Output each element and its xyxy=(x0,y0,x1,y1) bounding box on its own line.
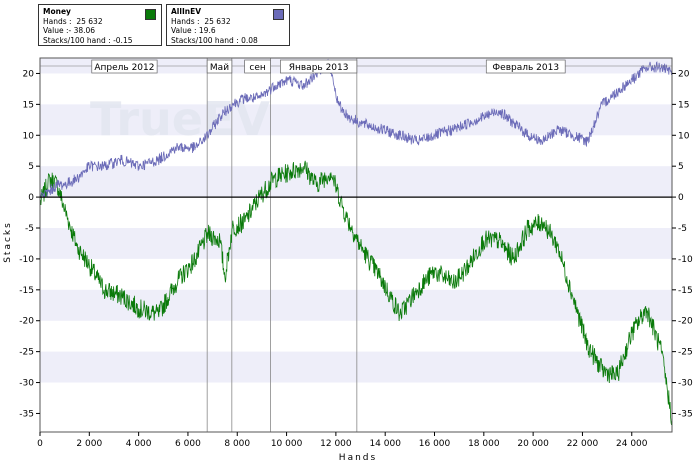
x-axis-title: Hands xyxy=(339,453,377,463)
legend-money-rate-label: Stacks/100 hand : xyxy=(43,35,111,45)
y-tick-label-right: 15 xyxy=(678,100,689,110)
y-tick-label-right: -10 xyxy=(678,255,693,265)
y-tick-label-right: -15 xyxy=(678,286,693,296)
y-tick-label-left: -10 xyxy=(19,255,34,265)
plot-border xyxy=(39,57,673,433)
series-line-money xyxy=(39,160,673,425)
x-tick-label: 0 xyxy=(37,439,43,449)
y-tick-label-left: -25 xyxy=(19,348,34,358)
legend-money: Money Hands : 25 632 Value :- 38.06 Stac… xyxy=(38,4,162,46)
legend-allinev-hands: 25 632 xyxy=(204,16,231,26)
period-label: Апрель 2012 xyxy=(94,63,154,73)
period-label: Февраль 2013 xyxy=(492,63,559,73)
x-tick-label: 14 000 xyxy=(369,439,401,449)
x-tick-label: 12 000 xyxy=(320,439,352,449)
legend-money-swatch xyxy=(145,9,156,20)
y-tick-label-right: 20 xyxy=(678,69,690,79)
y-tick-label-left: 10 xyxy=(23,131,35,141)
x-tick-label: 20 000 xyxy=(517,439,549,449)
period-label-box xyxy=(244,59,271,74)
legend-allinev-title: AllInEV xyxy=(171,7,202,16)
y-tick-label-right: 5 xyxy=(678,162,684,172)
y-tick-label-right: -20 xyxy=(678,317,693,327)
legend-allinev-rate: 0.08 xyxy=(241,35,258,45)
legend-money-hands: 25 632 xyxy=(76,16,103,26)
plot-band xyxy=(40,166,672,198)
plot-band xyxy=(40,228,672,259)
y-tick-label-left: 20 xyxy=(23,69,35,79)
series-layer xyxy=(39,58,673,425)
legend-allinev-rate-label: Stacks/100 hand : xyxy=(171,35,239,45)
period-labels: Апрель 2012 Май сен Январь 2013 Февраль 2013 xyxy=(91,59,566,74)
y-tick-label-left: -5 xyxy=(25,224,34,234)
y-tick-label-right: 0 xyxy=(678,193,684,203)
period-label-box xyxy=(91,59,158,74)
legend-money-value-label: Value : xyxy=(43,26,69,35)
period-label-box xyxy=(280,59,358,74)
series-line-allinev xyxy=(39,58,673,198)
y-tick-label-left: 0 xyxy=(28,193,34,203)
legend-money-title: Money xyxy=(43,7,71,16)
y-tick-label-left: -30 xyxy=(19,379,34,389)
period-label: Май xyxy=(210,63,229,73)
y-tick-label-right: -35 xyxy=(678,409,693,419)
y-tick-label-left: 15 xyxy=(23,100,34,110)
x-tick-label: 18 000 xyxy=(468,439,500,449)
x-tick-label: 8 000 xyxy=(224,439,250,449)
x-tick-label: 10 000 xyxy=(271,439,303,449)
legend-allinev-value: 19.6 xyxy=(198,26,216,35)
y-tick-label-right: -5 xyxy=(678,224,687,234)
legend-allinev-swatch xyxy=(273,9,284,20)
y-tick-label-right: -30 xyxy=(678,379,693,389)
legend-money-value: - 38.06 xyxy=(68,26,96,35)
period-label-box xyxy=(206,59,233,74)
legend-allinev: AllInEV Hands : 25 632 Value : 19.6 Stac… xyxy=(166,4,290,46)
period-label: Январь 2013 xyxy=(289,63,349,73)
y-axis-title: Stacks xyxy=(3,221,13,263)
legend-allinev-hands-label: Hands : xyxy=(171,16,200,26)
x-tick-label: 6 000 xyxy=(175,439,201,449)
x-tick-label: 24 000 xyxy=(616,439,648,449)
legend-money-hands-label: Hands : xyxy=(43,16,72,26)
x-tick-label: 16 000 xyxy=(419,439,451,449)
period-label: сен xyxy=(249,63,265,73)
plot-band xyxy=(40,351,672,383)
legend-allinev-value-label: Value : xyxy=(171,26,197,35)
x-tick-label: 4 000 xyxy=(126,439,152,449)
x-tick-label: 2 000 xyxy=(76,439,102,449)
y-tick-label-right: -25 xyxy=(678,348,693,358)
period-label-box xyxy=(485,59,566,74)
y-tick-label-left: -20 xyxy=(19,317,34,327)
x-tick-label: 22 000 xyxy=(567,439,599,449)
y-tick-label-left: -15 xyxy=(19,286,34,296)
y-tick-label-left: -35 xyxy=(19,409,34,419)
axis-ticks: 20 20 15 15 10 10 5 5 0 0 -5 -5 -10 -10 -15 -15 -20 -20 -2… xyxy=(19,69,693,449)
y-tick-label-right: 10 xyxy=(678,131,690,141)
legend-money-rate: -0.15 xyxy=(113,35,133,45)
y-tick-label-left: 5 xyxy=(28,162,34,172)
